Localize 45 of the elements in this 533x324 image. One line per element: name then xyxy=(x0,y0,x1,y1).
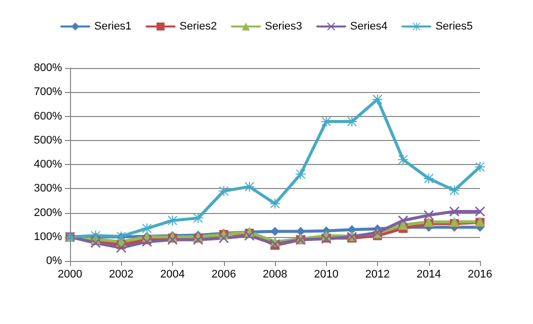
point xyxy=(142,223,152,234)
y-tick-label: 0% xyxy=(46,255,62,267)
point xyxy=(398,215,408,226)
point xyxy=(270,198,280,209)
legend-label: Series5 xyxy=(435,20,473,32)
point xyxy=(193,213,204,224)
point xyxy=(449,185,460,196)
point xyxy=(346,116,357,127)
y-tick-label: 400% xyxy=(34,158,62,170)
y-tick-label: 200% xyxy=(34,206,62,219)
point xyxy=(475,162,485,172)
legend-label: Series3 xyxy=(264,20,302,32)
point xyxy=(372,94,382,104)
legend-label: Series2 xyxy=(180,20,217,32)
point xyxy=(142,236,152,247)
y-tick-label: 600% xyxy=(34,110,62,122)
point xyxy=(449,206,460,217)
x-tick-label: 2014 xyxy=(416,268,441,280)
point xyxy=(168,215,178,226)
x-tick-label: 2002 xyxy=(109,268,134,280)
point xyxy=(244,230,254,241)
y-tick-label: 100% xyxy=(34,230,62,243)
point xyxy=(424,210,434,220)
point xyxy=(449,216,460,227)
point xyxy=(218,233,229,244)
y-tick-label: 700% xyxy=(34,86,62,98)
x-tick-label: 2000 xyxy=(58,268,82,280)
point xyxy=(424,216,434,227)
y-tick-label: 300% xyxy=(34,182,62,195)
x-tick-label: 2012 xyxy=(365,268,390,280)
x-tick-label: 2004 xyxy=(160,268,185,280)
point xyxy=(90,238,101,248)
point xyxy=(398,154,408,165)
point xyxy=(116,242,126,253)
y-tick-label: 800% xyxy=(34,62,62,74)
point xyxy=(321,116,332,127)
point xyxy=(244,182,254,192)
point xyxy=(475,206,485,217)
x-tick-label: 2008 xyxy=(262,268,288,280)
x-tick-label: 2010 xyxy=(314,268,338,280)
x-tick-label: 2016 xyxy=(468,268,492,280)
y-tick-label: 500% xyxy=(34,134,62,146)
x-tick-label: 2006 xyxy=(212,268,236,280)
legend-label: Series1 xyxy=(94,20,132,32)
legend-label: Series4 xyxy=(350,20,388,32)
